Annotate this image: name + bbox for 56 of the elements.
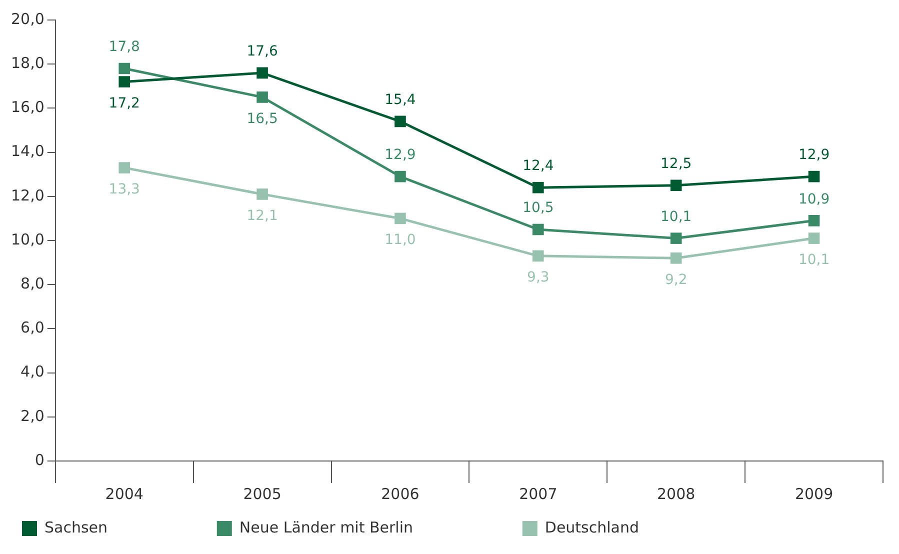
data-label: 10,1 <box>660 208 692 225</box>
data-label: 11,0 <box>384 232 416 248</box>
point <box>118 62 130 74</box>
point <box>808 215 820 226</box>
x-tick-label: 2005 <box>243 484 282 503</box>
x-tick-label: 2009 <box>794 484 834 503</box>
y-tick-label: 0 <box>34 450 44 469</box>
point <box>118 76 130 88</box>
y-tick-label: 8,0 <box>20 274 44 292</box>
point <box>256 92 268 103</box>
data-label: 10,9 <box>798 191 830 208</box>
data-label: 12,4 <box>522 158 554 174</box>
x-tick-label: 2008 <box>657 484 696 503</box>
y-tick-label: 6,0 <box>20 318 44 337</box>
data-label: 15,4 <box>384 92 416 108</box>
y-tick-label: 18,0 <box>10 54 44 72</box>
data-label: 13,3 <box>108 181 140 198</box>
y-tick-label: 10,0 <box>10 230 44 248</box>
data-label: 10,5 <box>522 200 554 216</box>
point <box>670 232 682 244</box>
point <box>394 212 406 224</box>
point <box>808 232 820 244</box>
legend-label: Deutschland <box>544 518 734 536</box>
point <box>532 182 544 194</box>
x-tick-label: 2007 <box>519 484 558 503</box>
y-tick-label: 12,0 <box>10 186 44 204</box>
point <box>808 170 820 182</box>
point <box>394 116 406 128</box>
y-tick-label: 2,0 <box>20 406 44 425</box>
point <box>532 224 544 236</box>
data-label: 12,9 <box>384 147 416 164</box>
point <box>670 252 682 264</box>
data-label: 12,5 <box>660 156 692 172</box>
point <box>394 170 406 182</box>
legend-label: Neue Länder mit Berlin <box>239 518 508 536</box>
data-label: 17,2 <box>108 95 140 112</box>
y-tick-label: 14,0 <box>10 142 44 160</box>
data-label: 10,1 <box>798 252 830 268</box>
data-label: 12,9 <box>798 147 830 164</box>
point <box>118 162 130 174</box>
data-label: 12,1 <box>246 208 278 224</box>
y-tick-label: 16,0 <box>10 98 44 116</box>
x-tick-label: 2006 <box>381 484 420 503</box>
point <box>532 250 544 262</box>
y-tick-label: 20,0 <box>10 10 44 28</box>
y-tick-label: 4,0 <box>20 362 44 381</box>
data-label: 17,6 <box>246 44 278 60</box>
point <box>670 180 682 192</box>
legend-label: Sachsen <box>44 518 203 536</box>
data-label: 9,3 <box>527 270 550 286</box>
x-tick-label: 2004 <box>105 484 144 503</box>
data-label: 9,2 <box>664 272 688 288</box>
data-label: 17,8 <box>108 39 140 56</box>
point <box>256 67 268 79</box>
data-label: 16,5 <box>246 110 278 127</box>
point <box>256 188 268 200</box>
